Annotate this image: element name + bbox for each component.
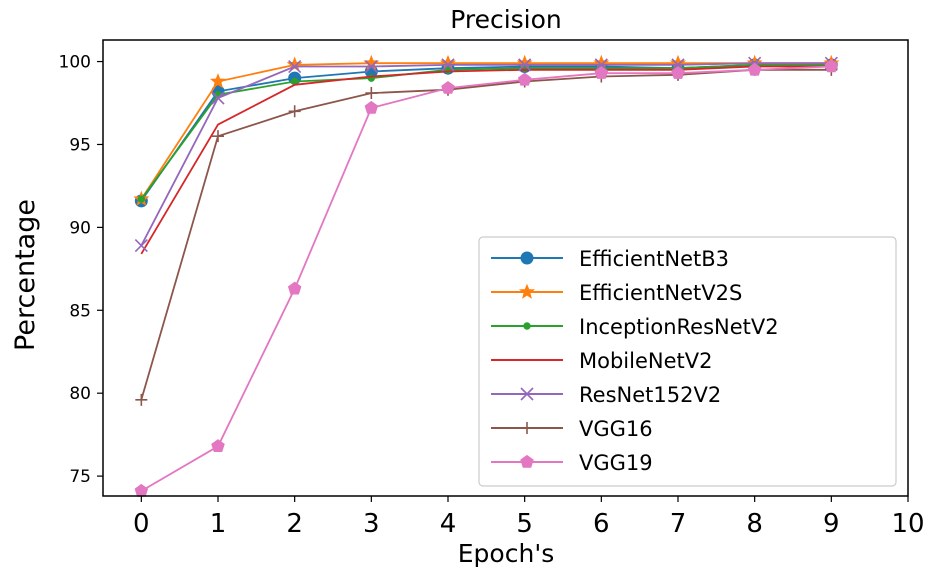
legend-entry-efficientnetv2s: EfficientNetV2S xyxy=(491,281,742,305)
x-tick-label: 8 xyxy=(746,509,763,539)
legend-label-efficientnetv2s: EfficientNetV2S xyxy=(579,281,742,305)
data-point-inceptionresnetv2 xyxy=(137,195,146,203)
y-tick-label: 75 xyxy=(69,467,91,487)
legend-entry-efficientnetb3: EfficientNetB3 xyxy=(491,247,729,271)
y-tick-label: 80 xyxy=(69,384,91,404)
data-point-vgg19 xyxy=(211,439,225,452)
series-line-mobilenetv2 xyxy=(140,65,832,255)
legend-label-resnet152v2: ResNet152V2 xyxy=(579,383,721,407)
x-tick-label: 7 xyxy=(670,509,687,539)
chart-title: Precision xyxy=(450,5,562,34)
data-point-vgg19 xyxy=(364,100,379,114)
data-point-vgg16 xyxy=(135,393,148,406)
legend-label-efficientnetb3: EfficientNetB3 xyxy=(579,247,729,271)
series-layer xyxy=(133,54,840,497)
y-tick-label: 95 xyxy=(69,135,91,155)
legend-label-inceptionresnetv2: InceptionResNetV2 xyxy=(579,315,779,339)
legend-marker-inceptionresnetv2 xyxy=(523,322,531,330)
x-tick-label: 4 xyxy=(440,509,457,539)
data-point-resnet152v2 xyxy=(518,58,532,72)
data-point-vgg19 xyxy=(671,66,685,79)
data-point-efficientnetv2s xyxy=(209,73,227,89)
x-tick-label: 10 xyxy=(891,509,924,539)
data-point-vgg16 xyxy=(288,105,301,118)
data-point-resnet152v2 xyxy=(671,58,685,72)
legend-entry-inceptionresnetv2: InceptionResNetV2 xyxy=(491,315,779,339)
x-tick-label: 3 xyxy=(363,509,380,539)
plot-frame xyxy=(102,39,909,497)
x-ticks: 0 1 2 3 4 5 6 7 8 9 10 xyxy=(133,496,925,539)
x-axis-label: Epoch's xyxy=(458,539,554,568)
legend-label-vgg19: VGG19 xyxy=(579,451,653,475)
x-tick-label: 2 xyxy=(286,509,303,539)
data-point-vgg19 xyxy=(747,62,762,76)
series-vgg19 xyxy=(134,59,839,497)
series-line-vgg19 xyxy=(140,65,832,492)
data-point-resnet152v2 xyxy=(441,58,455,72)
data-point-vgg19 xyxy=(824,59,839,73)
series-mobilenetv2 xyxy=(140,65,832,255)
legend-marker-vgg16 xyxy=(521,422,533,434)
series-efficientnetb3 xyxy=(134,58,838,208)
data-point-vgg16 xyxy=(212,130,224,143)
x-tick-label: 9 xyxy=(823,509,840,539)
legend-box xyxy=(478,236,897,487)
x-tick-label: 6 xyxy=(593,509,610,539)
y-ticks: 75 80 85 90 95 100 xyxy=(59,53,103,487)
x-tick-label: 0 xyxy=(133,509,150,539)
data-point-vgg19 xyxy=(134,483,149,497)
series-line-resnet152v2 xyxy=(140,62,832,247)
series-line-inceptionresnetv2 xyxy=(140,64,832,200)
x-tick-label: 5 xyxy=(516,509,533,539)
data-point-resnet152v2 xyxy=(288,59,302,74)
y-tick-label: 100 xyxy=(59,53,91,73)
y-tick-label: 90 xyxy=(69,218,91,238)
y-axis-label: Percentage xyxy=(10,199,41,351)
legend-marker-efficientnetb3 xyxy=(520,251,534,265)
series-inceptionresnetv2 xyxy=(137,61,836,203)
legend-label-vgg16: VGG16 xyxy=(579,417,653,441)
series-efficientnetv2s xyxy=(133,54,840,206)
legend-entry-vgg16: VGG16 xyxy=(491,417,653,441)
legend-label-mobilenetv2: MobileNetV2 xyxy=(579,349,712,373)
legend-marker-efficientnetv2s xyxy=(518,283,536,299)
data-point-resnet152v2 xyxy=(134,239,148,253)
legend-entry-mobilenetv2: MobileNetV2 xyxy=(491,349,712,373)
data-point-vgg19 xyxy=(517,72,532,86)
y-tick-label: 85 xyxy=(69,301,91,321)
legend-entry-resnet152v2: ResNet152V2 xyxy=(491,383,721,407)
data-point-resnet152v2 xyxy=(211,91,225,105)
legend-marker-vgg19 xyxy=(520,454,534,468)
data-point-vgg19 xyxy=(594,66,609,79)
legend-marker-resnet152v2 xyxy=(520,387,534,401)
legend-entry-vgg19: VGG19 xyxy=(491,451,653,475)
data-point-vgg19 xyxy=(441,80,455,94)
data-point-resnet152v2 xyxy=(364,59,378,74)
data-point-vgg19 xyxy=(287,281,302,295)
legend: EfficientNetB3 EfficientNetV2S InceptionRe… xyxy=(478,236,897,487)
x-tick-label: 1 xyxy=(210,509,227,539)
data-point-vgg16 xyxy=(365,87,378,100)
data-point-resnet152v2 xyxy=(594,58,608,72)
